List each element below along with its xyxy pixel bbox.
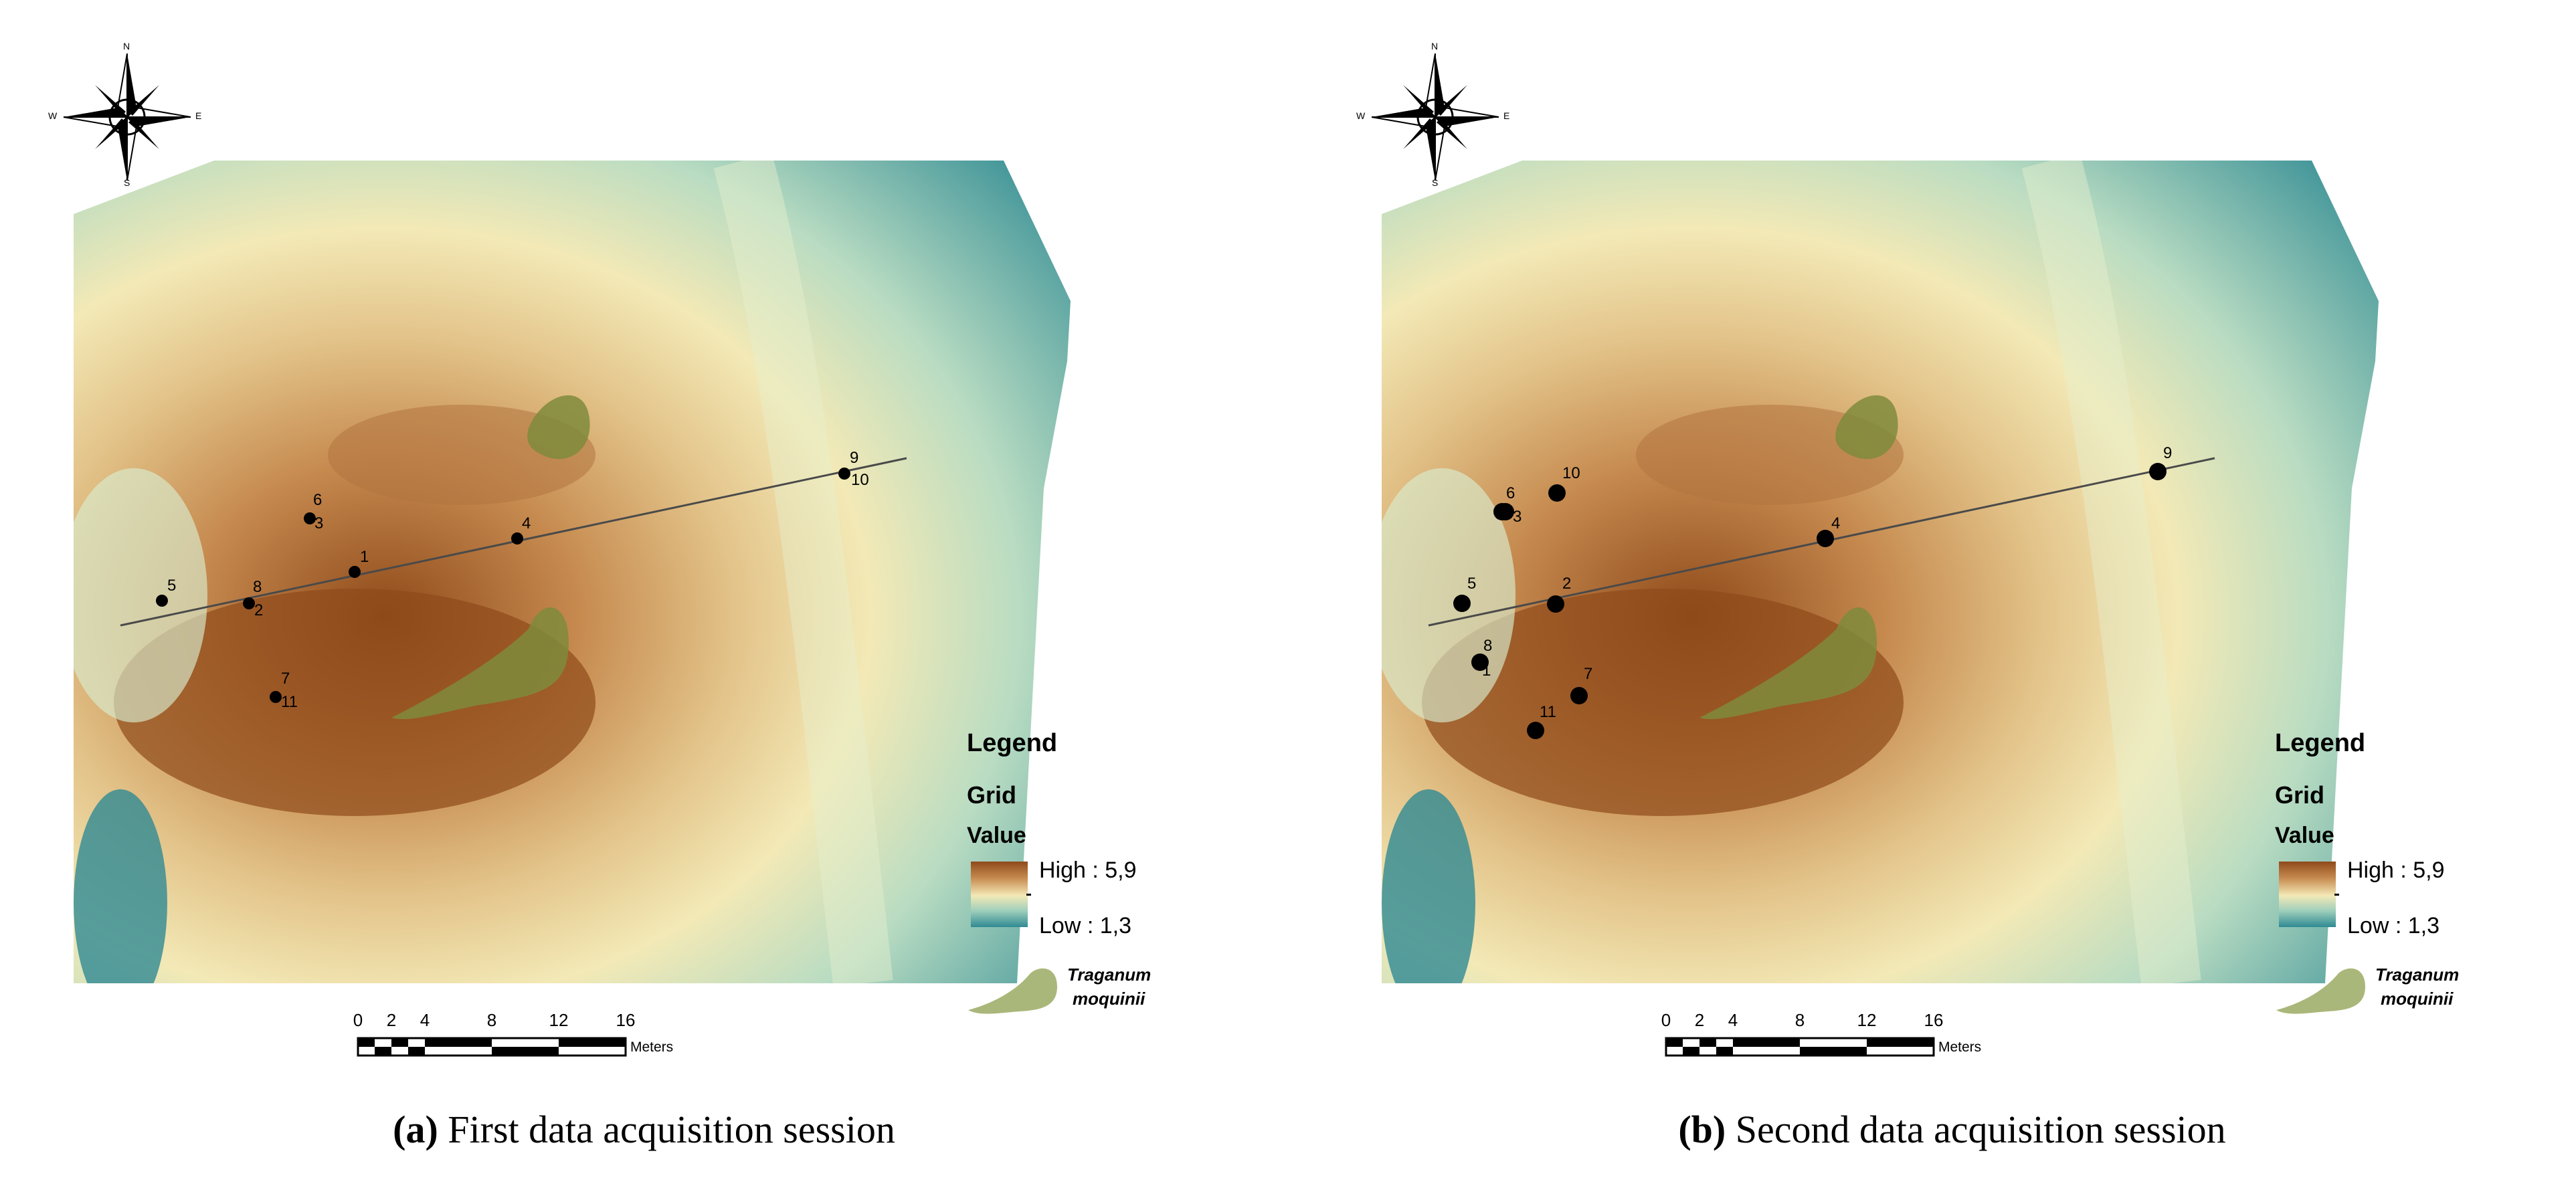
elevation-map: 1 2 3 4 5 6 7 8 9 10 11 <box>1382 161 2419 990</box>
scale-bar-graphic <box>357 1037 627 1057</box>
caption-text: First data acquisition session <box>438 1108 895 1151</box>
elevation-map: 1 2 3 4 5 6 7 8 9 10 11 <box>74 161 1111 990</box>
measurement-points <box>1453 463 2167 739</box>
scale-tick-2: 2 <box>386 1010 397 1030</box>
compass-e: E <box>195 110 202 121</box>
scale-tick-8: 8 <box>486 1010 497 1030</box>
legend-low-label: Low : 1,3 <box>1039 913 1131 938</box>
compass-e: E <box>1503 110 1510 121</box>
plant-patch-icon <box>967 963 1061 1023</box>
point-label-4: 4 <box>522 514 531 532</box>
scale-bar-graphic <box>1665 1037 1935 1057</box>
map-legend: Legend Grid Value High : 5,9 Low : 1,3 T… <box>967 729 1281 1037</box>
compass-s: S <box>1432 177 1439 188</box>
point-label-5: 5 <box>167 577 176 595</box>
point-label-3: 3 <box>1513 508 1522 526</box>
legend-high-label: High : 5,9 <box>2347 858 2445 883</box>
panel-caption: (a) First data acquisition session <box>0 1107 1288 1152</box>
point-label-6: 6 <box>1506 484 1515 502</box>
scale-tick-12: 12 <box>1857 1010 1877 1030</box>
compass-w: W <box>48 110 58 121</box>
compass-rose-icon: N S E W <box>48 41 202 191</box>
scale-bar: 0 2 4 8 12 16 Meters <box>353 1010 729 1077</box>
legend-low-label: Low : 1,3 <box>2347 913 2440 938</box>
point-label-7: 7 <box>1584 665 1592 683</box>
legend-color-ramp <box>2279 862 2336 927</box>
scale-tick-8: 8 <box>1795 1010 1805 1030</box>
point-label-8: 8 <box>253 578 262 596</box>
compass-w: W <box>1356 110 1366 121</box>
scale-tick-16: 16 <box>616 1010 636 1030</box>
point-label-2: 2 <box>254 601 263 619</box>
scale-units: Meters <box>1938 1039 1982 1055</box>
caption-text: Second data acquisition session <box>1726 1108 2226 1151</box>
caption-label: (a) <box>393 1108 438 1151</box>
point-label-3: 3 <box>314 514 323 532</box>
compass-rose-icon: N S E W <box>1356 41 1510 191</box>
point-label-8: 8 <box>1483 637 1492 655</box>
point-label-2: 2 <box>1562 575 1571 593</box>
point-label-9: 9 <box>2163 444 2172 462</box>
scale-bar: 0 2 4 8 12 16 Meters <box>1661 1010 2037 1077</box>
panel-first-session: N S E W <box>0 41 1288 1152</box>
legend-value-label: Value <box>967 823 1026 848</box>
point-label-7: 7 <box>281 670 290 688</box>
point-label-5: 5 <box>1467 575 1476 593</box>
legend-value-label: Value <box>2275 823 2334 848</box>
legend-high-label: High : 5,9 <box>1039 858 1137 883</box>
compass-n: N <box>123 41 130 52</box>
point-label-4: 4 <box>1831 514 1840 532</box>
compass-n: N <box>1431 41 1439 52</box>
point-label-11: 11 <box>1540 703 1556 721</box>
legend-species-name-line2: moquinii <box>1073 989 1145 1009</box>
point-label-6: 6 <box>313 491 322 509</box>
measurement-points <box>156 468 850 703</box>
compass-s: S <box>124 177 130 188</box>
caption-label: (b) <box>1678 1108 1726 1151</box>
legend-ramp-tick <box>2334 894 2339 896</box>
legend-species-name-line1: Traganum <box>2375 965 2460 985</box>
point-label-10: 10 <box>851 471 869 489</box>
point-label-10: 10 <box>1562 464 1580 482</box>
map-legend: Legend Grid Value High : 5,9 Low : 1,3 T… <box>2275 729 2576 1037</box>
legend-grid-label: Grid <box>967 781 1017 809</box>
plant-patch-icon <box>2275 963 2369 1023</box>
scale-tick-0: 0 <box>353 1010 363 1030</box>
scale-units: Meters <box>630 1039 674 1055</box>
legend-grid-label: Grid <box>2275 781 2325 809</box>
point-label-11: 11 <box>281 693 298 711</box>
point-label-9: 9 <box>850 449 858 467</box>
legend-color-ramp <box>971 862 1028 927</box>
legend-title: Legend <box>967 729 1058 757</box>
scale-tick-0: 0 <box>1661 1010 1671 1030</box>
legend-title: Legend <box>2275 729 2366 757</box>
scale-tick-16: 16 <box>1924 1010 1944 1030</box>
panel-second-session: N S E W <box>1308 0 2576 1200</box>
legend-species-name-line2: moquinii <box>2381 989 2454 1009</box>
legend-species-name-line1: Traganum <box>1067 965 1152 985</box>
legend-ramp-tick <box>1026 894 1031 896</box>
panel-caption: (b) Second data acquisition session <box>1308 1107 2576 1152</box>
point-label-1: 1 <box>1482 662 1491 680</box>
scale-tick-4: 4 <box>1728 1010 1738 1030</box>
scale-tick-2: 2 <box>1694 1010 1705 1030</box>
scale-tick-12: 12 <box>549 1010 569 1030</box>
scale-tick-4: 4 <box>420 1010 430 1030</box>
point-label-1: 1 <box>360 548 369 566</box>
